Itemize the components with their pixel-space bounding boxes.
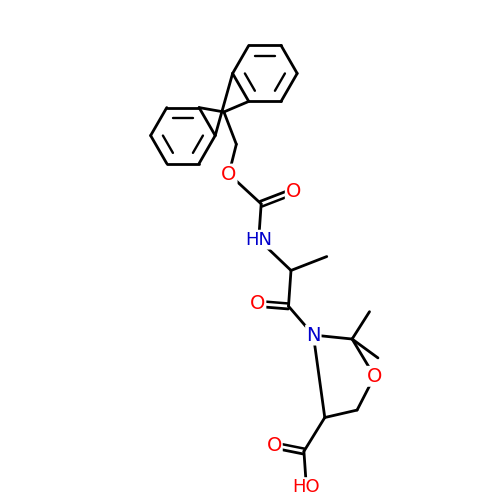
Text: HN: HN [245,230,272,248]
Text: N: N [306,326,320,344]
Text: O: O [250,294,266,313]
Text: HO: HO [292,478,320,496]
Text: O: O [367,367,382,386]
Text: O: O [266,436,282,455]
Text: O: O [286,182,301,201]
Text: O: O [221,164,236,184]
